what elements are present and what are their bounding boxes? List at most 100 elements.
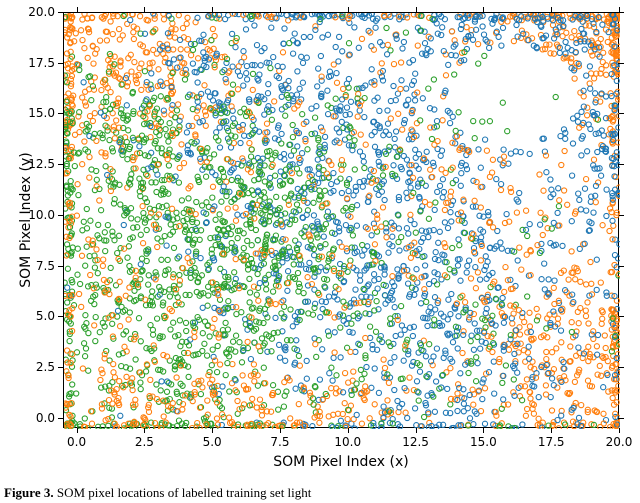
scatter-point-class-a bbox=[197, 120, 202, 125]
scatter-point-class-c bbox=[209, 38, 214, 43]
scatter-point-class-b bbox=[117, 379, 122, 384]
scatter-point-class-b bbox=[176, 102, 181, 107]
scatter-point-class-a bbox=[480, 397, 485, 402]
scatter-point-class-a bbox=[382, 197, 387, 202]
scatter-point-class-c bbox=[275, 389, 280, 394]
scatter-point-class-a bbox=[483, 137, 488, 142]
scatter-point-class-b bbox=[460, 350, 465, 355]
scatter-point-class-a bbox=[385, 108, 390, 113]
scatter-point-class-c bbox=[164, 389, 169, 394]
scatter-point-class-a bbox=[546, 277, 551, 282]
scatter-point-class-b bbox=[528, 396, 533, 401]
scatter-point-class-a bbox=[538, 222, 543, 227]
scatter-point-class-a bbox=[556, 186, 561, 191]
scatter-point-class-c bbox=[103, 164, 108, 169]
scatter-point-class-c bbox=[248, 290, 253, 295]
scatter-point-class-b bbox=[252, 379, 257, 384]
scatter-point-class-c bbox=[186, 374, 191, 379]
scatter-point-class-c bbox=[207, 369, 212, 374]
scatter-point-class-b bbox=[80, 162, 85, 167]
scatter-point-class-b bbox=[141, 241, 146, 246]
scatter-point-class-b bbox=[572, 29, 577, 34]
scatter-point-class-a bbox=[432, 295, 437, 300]
scatter-point-class-b bbox=[181, 161, 186, 166]
scatter-point-class-c bbox=[301, 291, 306, 296]
scatter-point-class-a bbox=[297, 86, 302, 91]
scatter-point-class-c bbox=[354, 381, 359, 386]
scatter-point-class-b bbox=[111, 370, 116, 375]
scatter-point-class-a bbox=[476, 147, 481, 152]
scatter-point-class-c bbox=[192, 41, 197, 46]
scatter-point-class-b bbox=[161, 414, 166, 419]
scatter-point-class-b bbox=[473, 286, 478, 291]
x-tick bbox=[144, 428, 145, 433]
scatter-point-class-a bbox=[144, 97, 149, 102]
scatter-point-class-a bbox=[393, 98, 398, 103]
scatter-point-class-c bbox=[65, 266, 70, 271]
y-tick-label: 5.0 bbox=[36, 309, 55, 323]
scatter-point-class-c bbox=[426, 216, 431, 221]
scatter-point-class-a bbox=[278, 169, 283, 174]
scatter-point-class-a bbox=[585, 149, 590, 154]
scatter-point-class-a bbox=[346, 189, 351, 194]
scatter-point-class-b bbox=[132, 60, 137, 65]
scatter-point-class-b bbox=[250, 396, 255, 401]
scatter-point-class-c bbox=[93, 315, 98, 320]
scatter-point-class-a bbox=[431, 354, 436, 359]
scatter-point-class-b bbox=[491, 225, 496, 230]
scatter-point-class-a bbox=[446, 297, 451, 302]
scatter-point-class-c bbox=[176, 180, 181, 185]
scatter-point-class-c bbox=[154, 382, 159, 387]
scatter-point-class-b bbox=[604, 63, 609, 68]
scatter-point-class-c bbox=[457, 243, 462, 248]
scatter-point-class-a bbox=[304, 55, 309, 60]
scatter-point-class-c bbox=[75, 272, 80, 277]
scatter-point-class-b bbox=[210, 26, 215, 31]
scatter-point-class-a bbox=[413, 147, 418, 152]
scatter-point-class-a bbox=[439, 32, 444, 37]
scatter-point-class-a bbox=[408, 185, 413, 190]
caption-prefix: Figure 3. bbox=[4, 485, 54, 500]
scatter-point-class-b bbox=[484, 148, 489, 153]
scatter-point-class-c bbox=[244, 253, 249, 258]
scatter-point-class-a bbox=[372, 209, 377, 214]
scatter-point-class-a bbox=[243, 27, 248, 32]
scatter-point-class-c bbox=[124, 139, 129, 144]
scatter-point-class-a bbox=[277, 355, 282, 360]
scatter-point-class-a bbox=[399, 78, 404, 83]
scatter-point-class-a bbox=[213, 173, 218, 178]
scatter-point-class-b bbox=[541, 188, 546, 193]
scatter-point-class-c bbox=[83, 354, 88, 359]
scatter-point-class-a bbox=[603, 94, 608, 99]
scatter-point-class-a bbox=[299, 54, 304, 59]
scatter-point-class-a bbox=[539, 277, 544, 282]
scatter-point-class-a bbox=[159, 379, 164, 384]
y-tick bbox=[58, 63, 63, 64]
scatter-point-class-c bbox=[500, 100, 505, 105]
scatter-point-class-a bbox=[504, 212, 509, 217]
scatter-point-class-a bbox=[445, 317, 450, 322]
scatter-point-class-a bbox=[404, 226, 409, 231]
scatter-point-class-a bbox=[311, 213, 316, 218]
scatter-point-class-b bbox=[594, 344, 599, 349]
scatter-point-class-c bbox=[294, 202, 299, 207]
scatter-point-class-c bbox=[474, 379, 479, 384]
scatter-point-class-a bbox=[266, 82, 271, 87]
scatter-point-class-a bbox=[595, 332, 600, 337]
scatter-point-class-b bbox=[156, 67, 161, 72]
scatter-point-class-c bbox=[525, 294, 530, 299]
scatter-point-class-b bbox=[247, 141, 252, 146]
scatter-point-class-a bbox=[217, 125, 222, 130]
scatter-point-class-a bbox=[455, 408, 460, 413]
scatter-point-class-c bbox=[341, 299, 346, 304]
scatter-point-class-b bbox=[372, 242, 377, 247]
scatter-point-class-a bbox=[601, 133, 606, 138]
scatter-point-class-c bbox=[117, 233, 122, 238]
scatter-point-class-b bbox=[101, 257, 106, 262]
scatter-point-class-a bbox=[588, 126, 593, 131]
scatter-point-class-b bbox=[566, 277, 571, 282]
scatter-point-class-a bbox=[436, 240, 441, 245]
scatter-point-class-c bbox=[76, 193, 81, 198]
scatter-point-class-a bbox=[406, 231, 411, 236]
scatter-point-class-a bbox=[233, 45, 238, 50]
